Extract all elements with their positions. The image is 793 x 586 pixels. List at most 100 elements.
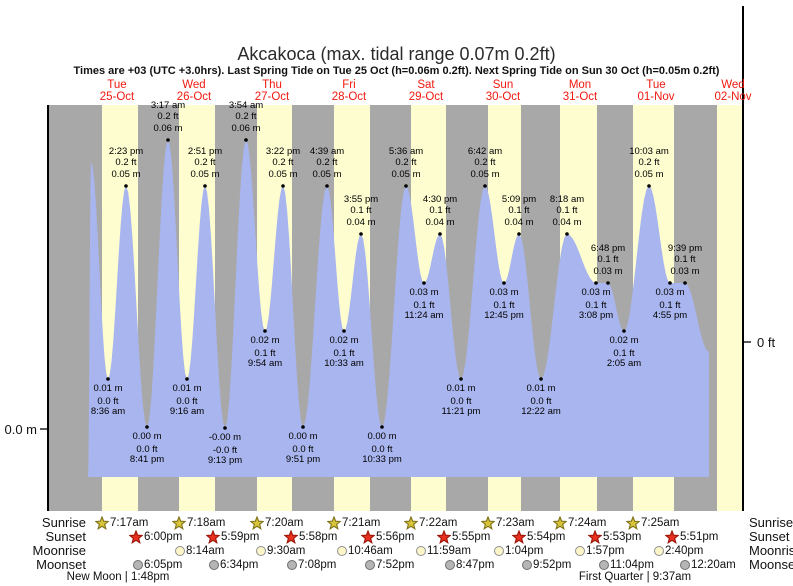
sunset-star-icon	[512, 530, 526, 544]
tide-extreme-label: 2:23 pm 0.2 ft 0.05 m	[108, 146, 144, 180]
moonrise-moon-icon	[256, 546, 266, 556]
daylight-band	[717, 105, 743, 511]
tide-extreme-label: 6:42 am 0.2 ft 0.05 m	[467, 146, 503, 180]
sunset-entry: 5:55pm	[437, 530, 490, 544]
moonset-moon-icon	[133, 560, 143, 570]
moonset-moon-icon	[522, 560, 532, 570]
tide-extreme-dot	[380, 425, 384, 429]
tide-extreme-label: 0.01 m 0.0 ft 11:21 pm	[441, 383, 481, 417]
moonrise-moon-icon	[175, 546, 185, 556]
tide-extreme-label: 10:03 am 0.2 ft 0.05 m	[629, 146, 669, 180]
tide-extreme-dot	[683, 281, 687, 285]
moonrise-moon-icon	[654, 546, 664, 556]
day-label: Thu 27-Oct	[254, 79, 290, 103]
moonrise-entry: 2:40pm	[654, 544, 703, 558]
moon-phase-label: First Quarter | 9:37am	[578, 571, 692, 583]
sunrise-star-icon	[327, 516, 341, 530]
tide-extreme-label: 0.01 m 0.0 ft 9:16 am	[169, 383, 205, 417]
tide-extreme-dot	[203, 184, 207, 188]
sunset-entry: 5:51pm	[665, 530, 718, 544]
tide-extreme-label: 0.00 m 0.0 ft 8:41 pm	[129, 431, 165, 465]
moonset-row-label-left: Moonset	[36, 557, 86, 572]
moonset-row-label-right: Moonset	[749, 557, 793, 572]
moonset-time: 9:52pm	[533, 559, 572, 571]
sunset-star-icon	[206, 530, 220, 544]
moonrise-time: 1:57pm	[586, 545, 625, 557]
tide-extreme-dot	[565, 232, 569, 236]
moonrise-entry: 10:46am	[337, 544, 393, 558]
tide-extreme-label: 0.03 m 0.1 ft 12:45 pm	[484, 287, 524, 321]
moonset-entry: 9:52pm	[522, 558, 571, 572]
moonrise-time: 8:14am	[186, 545, 225, 557]
day-label: Wed 02-Nov	[714, 79, 752, 103]
moonset-moon-icon	[209, 560, 219, 570]
tide-extreme-dot	[223, 426, 227, 430]
sunrise-time: 7:21am	[342, 517, 381, 529]
tide-extreme-dot	[594, 281, 598, 285]
tide-extreme-label: 6:48 pm 0.1 ft 0.03 m	[590, 243, 626, 277]
moonrise-time: 10:46am	[348, 545, 393, 557]
sunrise-star-icon	[95, 516, 109, 530]
moonset-time: 6:34pm	[220, 559, 259, 571]
tide-extreme-label: 5:36 am 0.2 ft 0.05 m	[388, 146, 424, 180]
sunrise-star-icon	[250, 516, 264, 530]
moonset-entry: 12:20am	[680, 558, 736, 572]
moonrise-entry: 11:59am	[416, 544, 471, 558]
tide-extreme-label: 0.03 m 0.1 ft 3:08 pm	[578, 287, 614, 321]
moonset-entry: 8:47pm	[445, 558, 494, 572]
sunset-time: 5:53pm	[603, 531, 642, 543]
sunrise-star-icon	[404, 516, 418, 530]
tide-extreme-dot	[502, 281, 506, 285]
sunset-entry: 5:54pm	[512, 530, 565, 544]
moonrise-entry: 1:04pm	[494, 544, 543, 558]
sunrise-row-label-left: Sunrise	[41, 515, 86, 530]
tide-extreme-label: 0.03 m 0.1 ft 11:24 am	[404, 287, 444, 321]
tide-extreme-label: 3:17 am 0.2 ft 0.06 m	[150, 100, 186, 134]
sunrise-time: 7:24am	[568, 517, 607, 529]
moonrise-entry: 1:57pm	[575, 544, 624, 558]
tide-extreme-dot	[281, 184, 285, 188]
sunset-time: 5:56pm	[376, 531, 415, 543]
tide-extreme-dot	[539, 377, 543, 381]
day-label: Fri 28-Oct	[331, 79, 367, 103]
moonrise-moon-icon	[337, 546, 347, 556]
tide-extreme-dot	[668, 281, 672, 285]
sunset-row-label-left: Sunset	[45, 529, 86, 544]
sunrise-time: 7:18am	[187, 517, 226, 529]
sunrise-star-icon	[553, 516, 567, 530]
tide-extreme-dot	[106, 377, 110, 381]
sunset-time: 5:51pm	[680, 531, 719, 543]
tide-extreme-label: 5:09 pm 0.1 ft 0.04 m	[501, 194, 537, 228]
sunset-entry: 5:58pm	[284, 530, 337, 544]
tide-extreme-dot	[606, 281, 610, 285]
tide-extreme-dot	[359, 232, 363, 236]
tide-extreme-dot	[166, 138, 170, 142]
sunset-star-icon	[361, 530, 375, 544]
sunrise-entry: 7:24am	[553, 516, 606, 530]
tide-extreme-dot	[422, 281, 426, 285]
moonset-time: 6:05pm	[144, 559, 183, 571]
moonrise-moon-icon	[575, 546, 585, 556]
tide-extreme-label: 8:18 am 0.1 ft 0.04 m	[549, 194, 585, 228]
sunset-time: 5:54pm	[527, 531, 566, 543]
day-label: Wed 26-Oct	[176, 79, 212, 103]
tide-extreme-label: 4:39 am 0.2 ft 0.05 m	[309, 146, 345, 180]
sunset-time: 6:00pm	[144, 531, 183, 543]
sunrise-star-icon	[626, 516, 640, 530]
sunset-entry: 5:53pm	[588, 530, 641, 544]
sunrise-row-label-right: Sunrise	[749, 515, 793, 530]
sunrise-entry: 7:21am	[327, 516, 380, 530]
sunset-time: 5:58pm	[299, 531, 338, 543]
tide-extreme-label: -0.00 m -0.0 ft 9:13 pm	[207, 432, 243, 466]
day-label: Sun 30-Oct	[485, 79, 521, 103]
sunrise-time: 7:25am	[641, 517, 680, 529]
tide-extreme-label: 0.01 m 0.0 ft 8:36 am	[90, 383, 126, 417]
tide-extreme-label: 3:55 pm 0.1 ft 0.04 m	[343, 194, 379, 228]
tide-extreme-dot	[301, 425, 305, 429]
moonset-entry: 6:05pm	[133, 558, 182, 572]
moonrise-moon-icon	[416, 546, 426, 556]
sunrise-time: 7:22am	[419, 517, 458, 529]
tide-extreme-dot	[517, 232, 521, 236]
moonset-entry: 6:34pm	[209, 558, 258, 572]
